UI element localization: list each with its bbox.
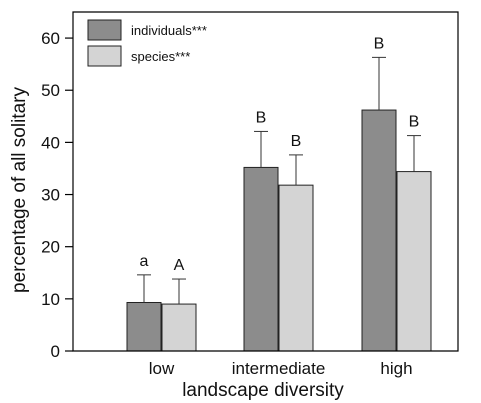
x-axis-category-labels: low intermediate high	[149, 359, 413, 378]
category-label-high: high	[380, 359, 412, 378]
sig-label-individuals-intermediate: B	[256, 109, 267, 126]
sig-label-species-high: B	[409, 114, 420, 131]
y-tick-label: 20	[41, 238, 60, 257]
y-tick-label: 0	[51, 342, 60, 361]
bars	[126, 109, 432, 352]
sig-label-individuals-low: a	[140, 253, 149, 270]
y-tick-label: 30	[41, 186, 60, 205]
sig-label-species-low: A	[174, 257, 185, 274]
y-axis-title: percentage of all solitary	[9, 87, 30, 293]
y-tick-label: 10	[41, 290, 60, 309]
legend: individuals*** species***	[87, 19, 207, 67]
bar-species-intermediate	[278, 184, 314, 352]
bar-individuals-high	[361, 109, 397, 352]
axis-frame	[72, 11, 459, 352]
error-bars	[137, 56, 421, 305]
category-label-low: low	[149, 359, 175, 378]
significance-labels: a A B B B B	[140, 35, 420, 274]
y-axis-ticks: 0 10 20 30 40 50 60	[41, 29, 73, 361]
bar-species-low	[161, 303, 197, 352]
sig-label-individuals-high: B	[374, 35, 385, 52]
legend-swatch-species	[87, 45, 122, 67]
bar-species-high	[396, 171, 432, 352]
sig-label-species-intermediate: B	[291, 133, 302, 150]
x-axis-title: landscape diversity	[182, 380, 344, 401]
y-tick-label: 50	[41, 81, 60, 100]
bar-individuals-low	[126, 301, 162, 352]
bar-individuals-intermediate	[243, 166, 279, 352]
legend-label-species: species***	[131, 49, 190, 64]
category-label-intermediate: intermediate	[232, 359, 326, 378]
legend-swatch-individuals	[87, 19, 122, 41]
y-tick-label: 40	[41, 133, 60, 152]
y-tick-label: 60	[41, 29, 60, 48]
legend-label-individuals: individuals***	[131, 23, 207, 38]
